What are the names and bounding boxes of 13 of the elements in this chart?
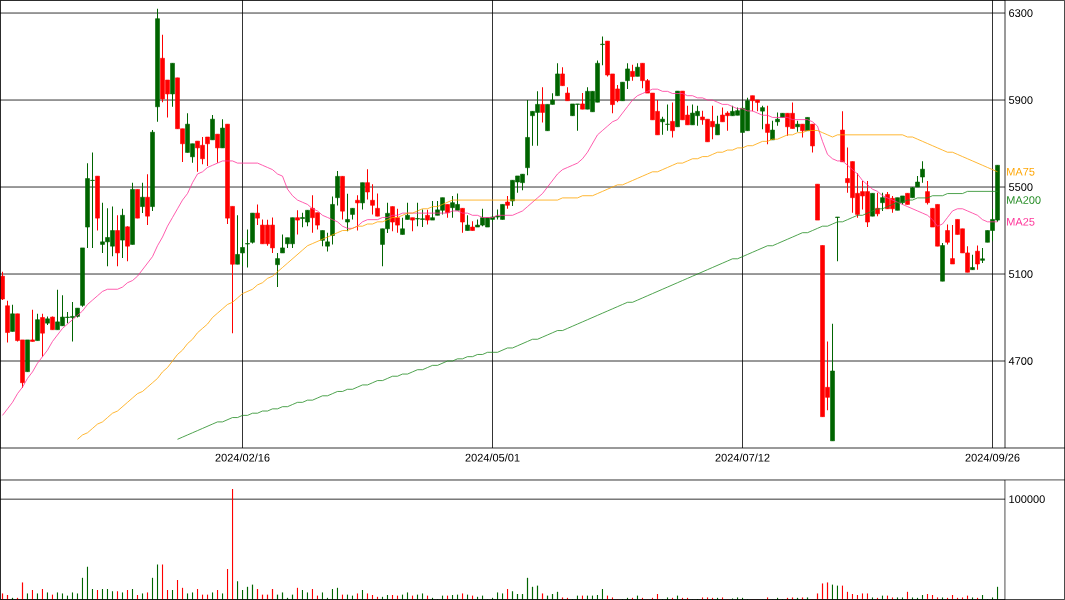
y-tick-label: 4700 [1008, 357, 1033, 365]
y-tick-label: 5900 [1008, 96, 1033, 104]
series-label: MA200 [1007, 196, 1041, 204]
x-tick-label: 2024/02/16 [215, 453, 270, 462]
y-tick-label: 5100 [1008, 270, 1033, 278]
y-tick-label: 6300 [1009, 9, 1033, 17]
series-label: MA25 [1007, 217, 1035, 226]
x-tick-label: 2024/07/12 [715, 453, 770, 462]
y-tick-label: 100000 [1009, 495, 1045, 504]
x-tick-label: 2024/09/26 [965, 453, 1020, 462]
y-tick-label: 5500 [1008, 183, 1033, 191]
series-label: MA75 [1007, 167, 1035, 176]
x-tick-label: 2024/05/01 [465, 453, 520, 462]
